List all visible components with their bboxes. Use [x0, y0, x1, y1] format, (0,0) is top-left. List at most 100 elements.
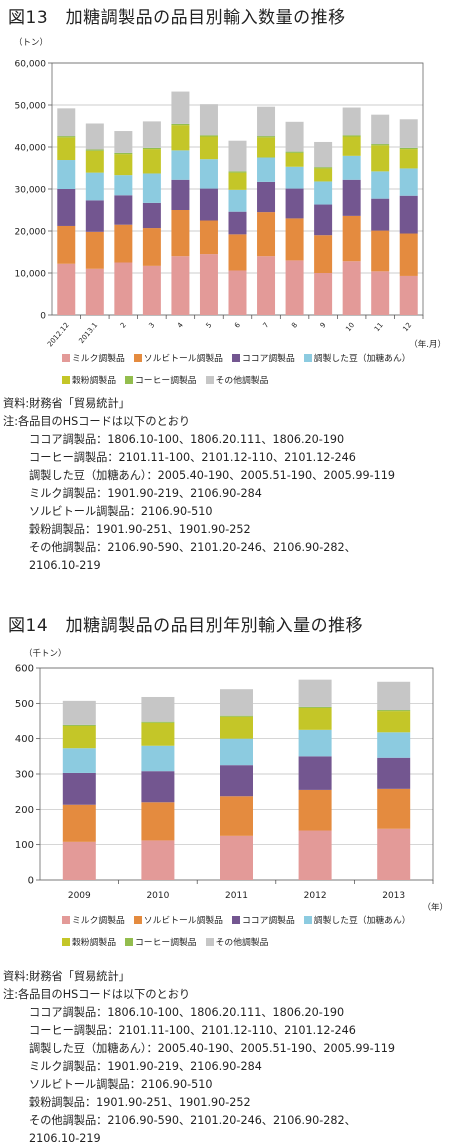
bar-segment — [298, 729, 332, 757]
fig14-title: 図14 加糖調製品の品目別年別輸入量の推移 — [8, 616, 364, 636]
bar-segment — [142, 149, 161, 174]
bar-segment — [57, 137, 76, 161]
legend-label: その他調製品 — [215, 376, 269, 386]
x-unit-label: （年.月） — [409, 339, 446, 350]
bar-segment — [228, 140, 247, 172]
fig14-note-line: 穀粉調製品：1901.90-251、1901.90-252 — [29, 1096, 251, 1109]
bar-segment — [62, 748, 96, 773]
bar-segment — [142, 265, 161, 315]
legend-label: 調製した豆（加糖あん） — [313, 354, 411, 364]
bar-segment — [141, 722, 175, 746]
bar-segment — [298, 789, 332, 831]
bar-segment — [199, 188, 218, 221]
fig13-note-line: ココア調製品：1806.10-100、1806.20.111、1806.20-1… — [29, 433, 345, 446]
legend-swatch — [303, 354, 312, 362]
bar-segment — [298, 679, 332, 707]
bar-segment — [114, 175, 133, 196]
fig13-source: 資料:財務省「貿易統計」 — [3, 397, 130, 410]
fig13-note-line: 穀粉調製品：1901.90-251、1901.90-252 — [29, 523, 251, 536]
bar-segment — [220, 715, 253, 717]
bar-segment — [298, 707, 332, 730]
legend-label: 穀粉調製品 — [72, 938, 116, 948]
bar-segment — [371, 271, 390, 315]
y-tick-label: 600 — [15, 664, 34, 675]
bar-segment — [371, 114, 390, 145]
bar-segment — [285, 260, 304, 315]
x-tick-label: 12 — [401, 321, 413, 333]
bar-segment — [377, 757, 411, 789]
y-unit-label: （千トン） — [24, 648, 67, 659]
bar-segment — [85, 149, 104, 151]
bar-segment — [141, 696, 175, 722]
bar-segment — [220, 689, 253, 716]
bar-segment — [377, 788, 411, 829]
legend-label: ココア調製品 — [241, 354, 295, 364]
bar-segment — [371, 230, 390, 272]
bar-segment — [314, 167, 333, 169]
bar-segment — [298, 706, 332, 708]
bar-segment — [399, 195, 418, 234]
bar-segment — [62, 700, 96, 725]
x-tick-label: 2013 — [382, 891, 405, 901]
legend-swatch — [62, 354, 70, 362]
x-tick-label: 4 — [176, 321, 185, 330]
legend-label: ソルビトール調製品 — [143, 354, 223, 364]
bar-segment — [342, 107, 361, 136]
fig14-note-line: ミルク調製品：1901.90-219、2106.90-284 — [29, 1060, 262, 1073]
fig14-note-line: その他調製品：2106.90-590、2101.20-246、2106.90-2… — [29, 1114, 356, 1127]
legend-label: ココア調製品 — [241, 916, 295, 926]
bar-segment — [171, 125, 190, 151]
y-tick-label: 30,000 — [15, 186, 47, 196]
legend-label: コーヒー調製品 — [135, 376, 197, 386]
legend-swatch — [231, 916, 240, 924]
bar-segment — [257, 212, 276, 257]
legend-item: ココア調製品 — [231, 913, 295, 926]
bar-segment — [85, 172, 104, 201]
fig14-note-line: ソルビトール調製品：2106.90-510 — [29, 1078, 213, 1091]
bar-segment — [62, 724, 96, 726]
bar-segment — [62, 772, 96, 805]
bar-segment — [342, 215, 361, 262]
fig14-note-line: ココア調製品：1806.10-100、1806.20.111、1806.20-1… — [29, 1006, 345, 1019]
bar-segment — [141, 840, 175, 880]
bar-segment — [371, 145, 390, 172]
bar-segment — [199, 135, 218, 137]
y-tick-label: 0 — [28, 876, 34, 887]
y-tick-label: 50,000 — [15, 102, 47, 112]
legend-item: 穀粉調製品 — [62, 373, 116, 386]
bar-segment — [142, 173, 161, 203]
bar-segment — [220, 716, 253, 739]
bar-segment — [114, 154, 133, 176]
fig14-chart: （千トン） 0 100 200 300 400 500 600 2009 2010 2011 2012… — [15, 648, 448, 913]
legend-swatch — [133, 354, 142, 362]
bar-segment — [171, 256, 190, 315]
bar-segment — [57, 160, 76, 189]
bar-segment — [342, 136, 361, 156]
bar-segment — [228, 234, 247, 271]
bar-segment — [114, 224, 133, 263]
fig13-title: 図13 加糖調製品の品目別輸入数量の推移 — [8, 8, 346, 28]
bar-segment — [342, 155, 361, 180]
bar-segment — [285, 152, 304, 167]
legend-item: 調製した豆（加糖あん） — [303, 913, 411, 926]
bar-segment — [285, 188, 304, 219]
x-tick-label: 2 — [119, 321, 128, 330]
fig13-note-line: コーヒー調製品：2101.11-100、2101.12-110、2101.12-… — [29, 451, 356, 464]
legend-swatch — [133, 916, 142, 924]
bar-segment — [171, 179, 190, 210]
bar-segment — [257, 106, 276, 137]
x-tick-label: 7 — [262, 321, 271, 330]
fig13-note-head: 注:各品目のHSコードは以下のとおり — [3, 415, 191, 428]
bar-segment — [171, 210, 190, 257]
x-tick-label: 8 — [290, 321, 299, 330]
bar-segment — [371, 198, 390, 231]
bar-segment — [342, 179, 361, 216]
legend-item: 穀粉調製品 — [62, 935, 116, 948]
legend-swatch — [125, 376, 133, 384]
legend-item: ソルビトール調製品 — [133, 351, 223, 364]
legend-swatch — [231, 354, 240, 362]
legend-label: ミルク調製品 — [72, 354, 125, 364]
bar-segment — [57, 136, 76, 138]
fig13-note-line: 調製した豆（加糖あん）：2005.40-190、2005.51-190、2005… — [29, 469, 395, 482]
bar-segment — [285, 218, 304, 261]
